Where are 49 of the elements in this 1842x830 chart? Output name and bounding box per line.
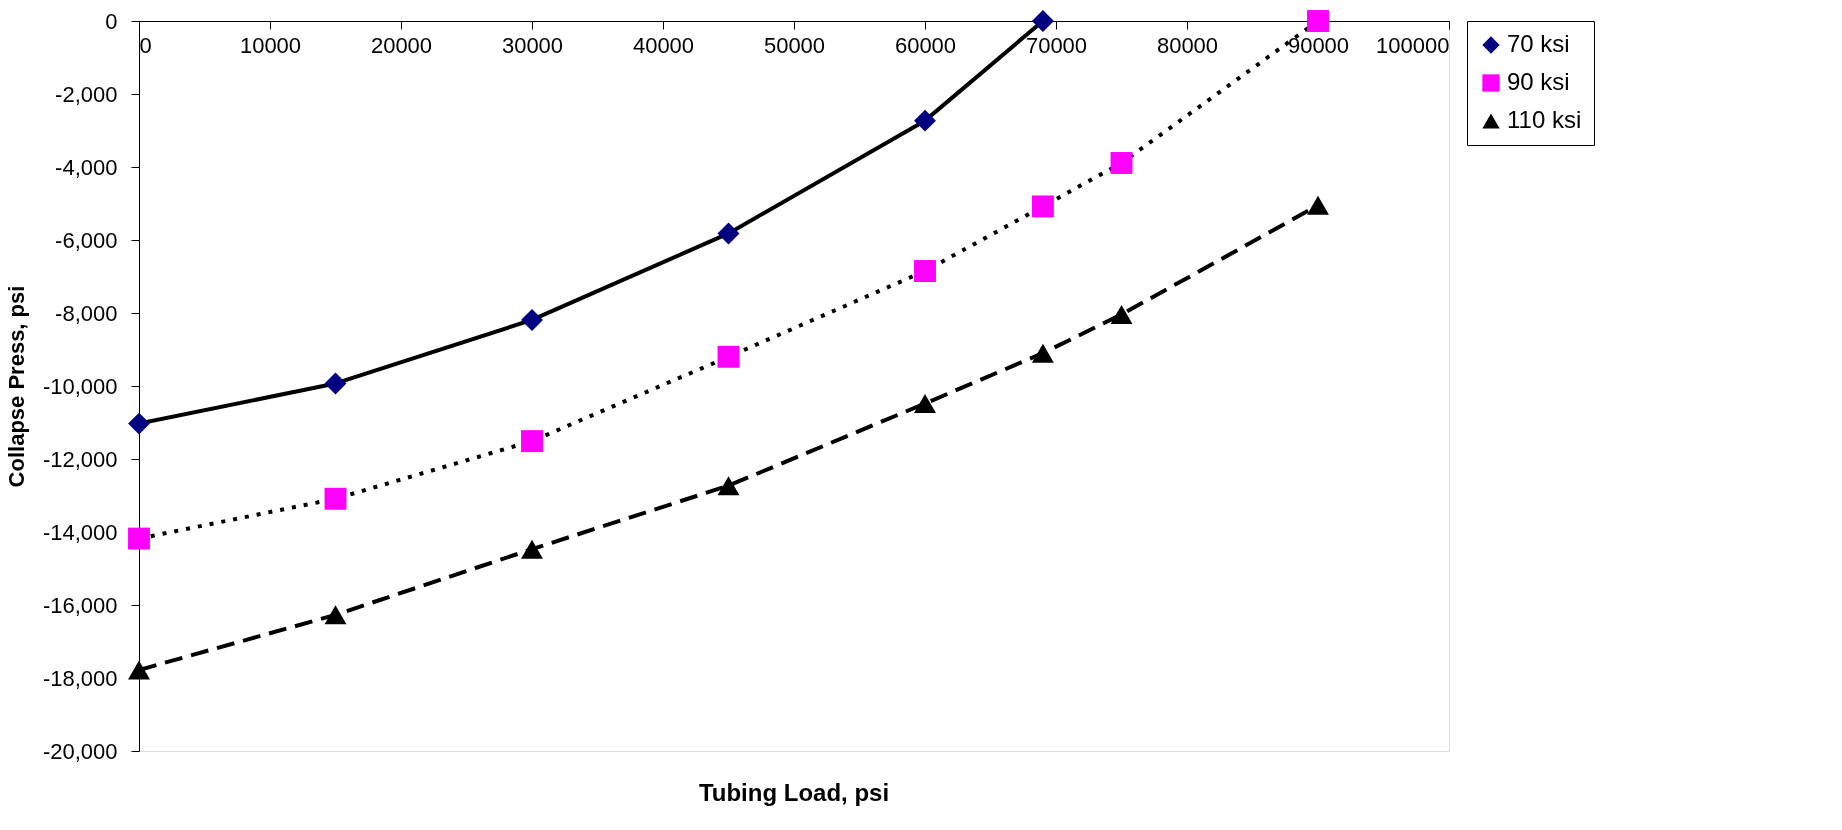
x-tick-label: 20000 xyxy=(370,32,433,58)
point xyxy=(1031,343,1054,363)
x-tick-label: 10000 xyxy=(239,32,302,58)
y-tick-label: -6,000 xyxy=(55,227,118,253)
point xyxy=(1110,152,1133,174)
y-tick-label: -10,000 xyxy=(42,373,118,399)
x-tick-label: 90000 xyxy=(1287,32,1350,58)
x-tick-label: 70000 xyxy=(1025,32,1088,58)
y-tick-label: -12,000 xyxy=(42,446,118,472)
x-axis-title: Tubing Load, psi xyxy=(698,779,890,806)
y-tick-label: -16,000 xyxy=(42,592,118,618)
point xyxy=(1110,304,1133,324)
point xyxy=(717,476,740,496)
point xyxy=(128,660,150,680)
y-tick-label: -8,000 xyxy=(55,300,118,326)
point xyxy=(521,308,543,331)
y-tick-label: -4,000 xyxy=(55,154,118,180)
point xyxy=(717,345,740,368)
x-tick-label: 30000 xyxy=(501,32,564,58)
x-tick-label: 50000 xyxy=(763,32,826,58)
x-tick-label: 100000 xyxy=(1376,32,1450,58)
y-tick-label: -14,000 xyxy=(42,519,118,545)
x-tick-label: 40000 xyxy=(632,32,695,58)
point xyxy=(1307,10,1329,32)
point xyxy=(128,527,150,550)
point xyxy=(521,430,543,453)
point xyxy=(324,372,347,395)
point xyxy=(1307,195,1329,215)
point xyxy=(128,412,150,435)
legend-label: 70 ksi xyxy=(1507,30,1570,57)
point xyxy=(717,222,740,245)
y-axis-title: Collapse Press, psi xyxy=(3,285,29,488)
x-tick-label: 60000 xyxy=(894,32,957,58)
point xyxy=(324,487,347,510)
y-tick-label: -18,000 xyxy=(42,665,118,691)
y-tick-label: -2,000 xyxy=(55,81,118,107)
x-tick-label: 0 xyxy=(139,32,152,58)
point xyxy=(914,394,936,414)
point xyxy=(324,605,347,625)
point xyxy=(914,109,936,132)
point xyxy=(1031,10,1054,32)
point xyxy=(521,539,543,559)
point xyxy=(914,260,936,282)
y-tick-label: 0 xyxy=(105,8,118,34)
legend-label: 110 ksi xyxy=(1507,106,1582,133)
point xyxy=(1031,195,1054,218)
legend-label: 90 ksi xyxy=(1507,68,1570,95)
x-tick-label: 80000 xyxy=(1156,32,1219,58)
y-tick-label: -20,000 xyxy=(42,738,118,764)
